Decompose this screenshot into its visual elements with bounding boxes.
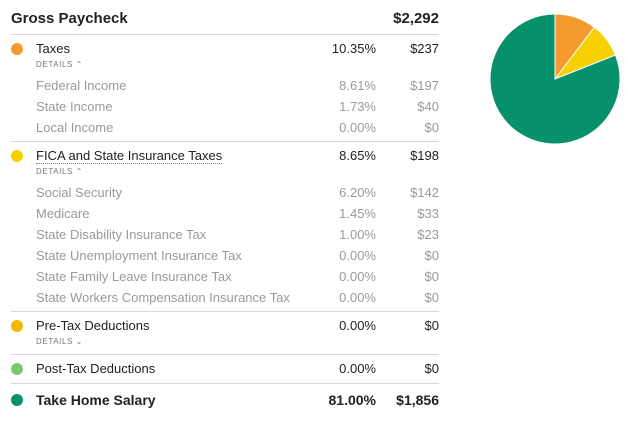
sub-item-amount: $0	[424, 269, 439, 284]
list-item: Medicare 1.45% $33	[11, 203, 439, 224]
take-home-row: Take Home Salary 81.00% $1,856	[11, 384, 439, 418]
posttax-section: Post-Tax Deductions 0.00% $0	[11, 355, 439, 384]
gross-paycheck-amount: $2,292	[393, 10, 439, 27]
pretax-row: Pre-Tax Deductions 0.00% $0	[11, 315, 439, 336]
taxes-label: Taxes	[36, 41, 70, 56]
sub-item-percent: 6.20%	[339, 185, 376, 200]
taxes-section: Taxes 10.35% $237 DETAILS ⌃ Federal Inco…	[11, 35, 439, 142]
list-item: Social Security 6.20% $142	[11, 182, 439, 203]
sub-item-percent: 0.00%	[339, 248, 376, 263]
pretax-percent: 0.00%	[339, 318, 376, 333]
sub-item-amount: $0	[424, 290, 439, 305]
paycheck-breakdown: Gross Paycheck $2,292 Taxes 10.35% $237 …	[11, 0, 439, 418]
taxes-row: Taxes 10.35% $237	[11, 38, 439, 59]
pretax-section: Pre-Tax Deductions 0.00% $0 DETAILS ⌄	[11, 312, 439, 355]
take-home-color-dot	[11, 394, 23, 406]
sub-item-percent: 1.45%	[339, 206, 376, 221]
posttax-percent: 0.00%	[339, 361, 376, 376]
list-item: Local Income 0.00% $0	[11, 117, 439, 138]
pretax-color-dot	[11, 320, 23, 332]
fica-percent: 8.65%	[339, 148, 376, 163]
list-item: State Income 1.73% $40	[11, 96, 439, 117]
sub-item-amount: $40	[417, 99, 439, 114]
pretax-amount: $0	[424, 318, 439, 333]
posttax-amount: $0	[424, 361, 439, 376]
pretax-details-toggle[interactable]: DETAILS ⌄	[11, 336, 439, 352]
fica-color-dot	[11, 150, 23, 162]
take-home-amount: $1,856	[396, 392, 439, 408]
taxes-details-toggle[interactable]: DETAILS ⌃	[11, 59, 439, 75]
sub-item-percent: 1.73%	[339, 99, 376, 114]
take-home-percent: 81.00%	[328, 392, 376, 408]
taxes-amount: $237	[410, 41, 439, 56]
sub-item-amount: $0	[424, 120, 439, 135]
paycheck-pie-chart	[489, 13, 621, 145]
sub-item-percent: 0.00%	[339, 290, 376, 305]
sub-item-percent: 8.61%	[339, 78, 376, 93]
sub-item-label: Federal Income	[36, 78, 127, 93]
list-item: State Family Leave Insurance Tax 0.00% $…	[11, 266, 439, 287]
fica-row: FICA and State Insurance Taxes 8.65% $19…	[11, 145, 439, 166]
posttax-color-dot	[11, 363, 23, 375]
sub-item-amount: $0	[424, 248, 439, 263]
sub-item-label: Medicare	[36, 206, 90, 221]
fica-details-label[interactable]: DETAILS ⌃	[36, 167, 84, 176]
sub-item-percent: 1.00%	[339, 227, 376, 242]
sub-item-percent: 0.00%	[339, 269, 376, 284]
fica-label[interactable]: FICA and State Insurance Taxes	[36, 148, 223, 164]
pie-slice-take-home-salary	[489, 13, 621, 145]
sub-item-label: Local Income	[36, 120, 114, 135]
fica-details-toggle[interactable]: DETAILS ⌃	[11, 166, 439, 182]
sub-item-amount: $197	[410, 78, 439, 93]
taxes-color-dot	[11, 43, 23, 55]
pretax-details-label[interactable]: DETAILS ⌄	[36, 337, 84, 346]
taxes-percent: 10.35%	[331, 41, 376, 56]
sub-item-label: State Workers Compensation Insurance Tax	[36, 290, 290, 305]
list-item: State Disability Insurance Tax 1.00% $23	[11, 224, 439, 245]
sub-item-label: State Disability Insurance Tax	[36, 227, 207, 242]
taxes-details-label[interactable]: DETAILS ⌃	[36, 60, 84, 69]
sub-item-amount: $142	[410, 185, 439, 200]
fica-section: FICA and State Insurance Taxes 8.65% $19…	[11, 142, 439, 312]
sub-item-label: State Unemployment Insurance Tax	[36, 248, 242, 263]
sub-item-amount: $23	[417, 227, 439, 242]
pretax-label: Pre-Tax Deductions	[36, 318, 150, 333]
sub-item-percent: 0.00%	[339, 120, 376, 135]
list-item: Federal Income 8.61% $197	[11, 75, 439, 96]
sub-item-label: Social Security	[36, 185, 122, 200]
fica-amount: $198	[410, 148, 439, 163]
take-home-label: Take Home Salary	[36, 392, 156, 408]
sub-item-amount: $33	[417, 206, 439, 221]
posttax-row: Post-Tax Deductions 0.00% $0	[11, 358, 439, 379]
sub-item-label: State Family Leave Insurance Tax	[36, 269, 232, 284]
list-item: State Unemployment Insurance Tax 0.00% $…	[11, 245, 439, 266]
list-item: State Workers Compensation Insurance Tax…	[11, 287, 439, 308]
sub-item-label: State Income	[36, 99, 113, 114]
gross-paycheck-row: Gross Paycheck $2,292	[11, 0, 439, 35]
posttax-label: Post-Tax Deductions	[36, 361, 156, 376]
gross-paycheck-label: Gross Paycheck	[11, 10, 128, 27]
